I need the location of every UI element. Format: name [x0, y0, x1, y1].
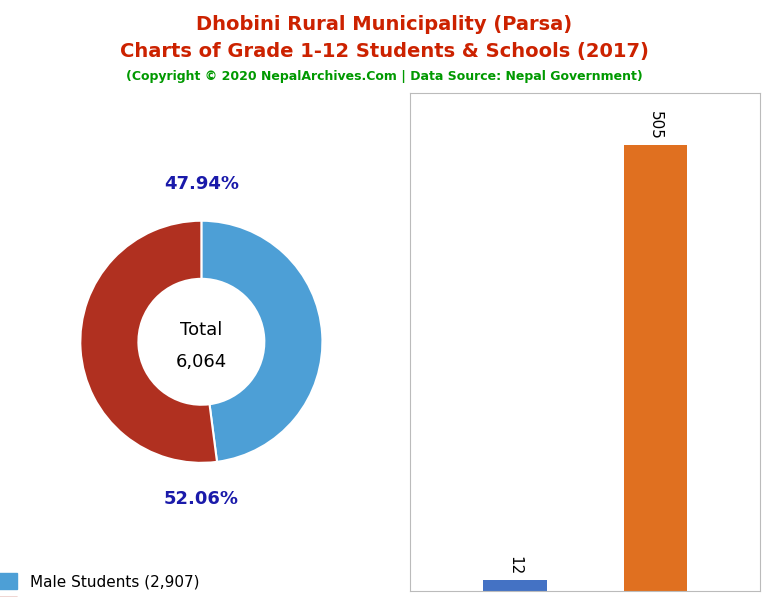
Text: 12: 12	[508, 556, 522, 575]
Wedge shape	[201, 221, 323, 462]
Text: (Copyright © 2020 NepalArchives.Com | Data Source: Nepal Government): (Copyright © 2020 NepalArchives.Com | Da…	[126, 70, 642, 84]
Bar	[483, 580, 547, 591]
Text: 52.06%: 52.06%	[164, 490, 239, 508]
Text: Dhobini Rural Municipality (Parsa): Dhobini Rural Municipality (Parsa)	[196, 15, 572, 34]
Text: 505: 505	[647, 111, 663, 140]
Text: 6,064: 6,064	[176, 353, 227, 371]
Text: Charts of Grade 1-12 Students & Schools (2017): Charts of Grade 1-12 Students & Schools …	[120, 42, 648, 61]
Wedge shape	[81, 221, 217, 463]
Legend: Male Students (2,907), Female Students (3,157): Male Students (2,907), Female Students (…	[0, 574, 218, 597]
Text: Total: Total	[180, 321, 223, 338]
Bar	[624, 146, 687, 591]
Text: 47.94%: 47.94%	[164, 176, 239, 193]
